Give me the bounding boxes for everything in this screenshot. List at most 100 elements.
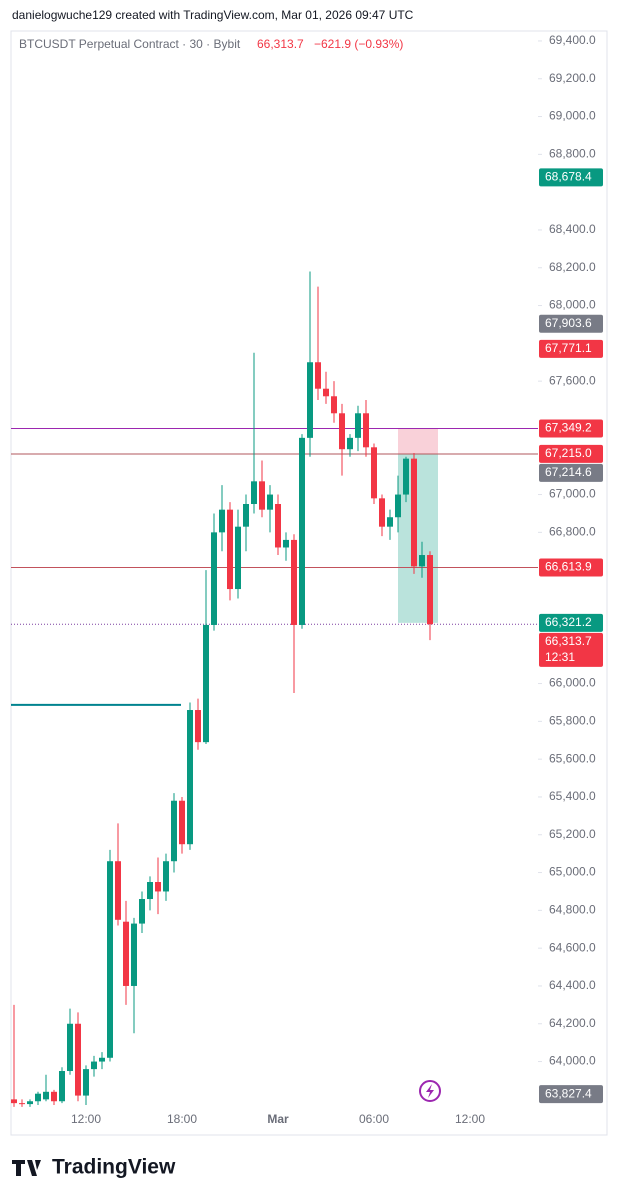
candle-body	[67, 1023, 73, 1072]
candle-body	[307, 362, 313, 438]
candle-body	[379, 498, 385, 527]
y-tick-label: 64,200.0	[549, 1016, 596, 1030]
candle-body	[419, 555, 425, 567]
candle-body	[291, 539, 297, 625]
logo-text: TradingView	[52, 1156, 176, 1179]
y-tick-label: 65,600.0	[549, 751, 596, 765]
header: danielogwuche129 created with TradingVie…	[12, 8, 414, 22]
event-icon[interactable]	[419, 1080, 441, 1102]
y-tick-label: 68,000.0	[549, 298, 596, 312]
candle-body	[259, 481, 265, 510]
price-label: 67,215.0	[545, 446, 592, 460]
candle-body	[91, 1061, 97, 1070]
y-tick-label: 68,400.0	[549, 222, 596, 236]
candle-body	[371, 447, 377, 499]
price-label-box	[539, 419, 603, 438]
y-tick-label: 69,400.0	[549, 33, 596, 47]
candle-body	[275, 504, 281, 548]
y-tick-label: 64,800.0	[549, 903, 596, 917]
candle-body	[99, 1057, 105, 1062]
x-tick-label: 12:00	[455, 1112, 485, 1126]
legend-change: −621.9 (−0.93%)	[314, 37, 403, 51]
y-tick-label: 69,200.0	[549, 71, 596, 85]
candle-body	[179, 800, 185, 845]
price-label: 67,771.1	[545, 341, 592, 355]
position-stop	[398, 428, 438, 454]
candle-body	[235, 526, 241, 590]
candle-body	[187, 710, 193, 845]
price-label-box	[539, 613, 603, 632]
price-label: 68,678.4	[545, 170, 592, 184]
price-label: 67,349.2	[545, 421, 592, 435]
x-tick-label: 18:00	[167, 1112, 197, 1126]
price-label: 66,313.7	[545, 634, 592, 648]
y-tick-label: 65,200.0	[549, 827, 596, 841]
price-label-box	[539, 1085, 603, 1104]
candle-body	[139, 899, 145, 924]
candle-body	[243, 504, 249, 527]
price-label-box	[539, 444, 603, 463]
price-label-box	[539, 558, 603, 577]
price-label: 66,613.9	[545, 560, 592, 574]
x-tick-label: Mar	[267, 1112, 289, 1126]
x-tick-label: 12:00	[71, 1112, 101, 1126]
y-tick-label: 64,000.0	[549, 1054, 596, 1068]
candle-body	[11, 1099, 17, 1104]
price-label-box	[539, 632, 603, 667]
candle-body	[147, 882, 153, 900]
candle-body	[19, 1103, 25, 1105]
x-tick-label: 06:00	[359, 1112, 389, 1126]
y-tick-label: 66,000.0	[549, 676, 596, 690]
candle-body	[427, 555, 433, 625]
legend-price: 66,313.7	[257, 37, 304, 51]
candle-body	[339, 413, 345, 450]
candle-body	[267, 494, 273, 510]
candle-body	[331, 396, 337, 414]
y-tick-label: 65,400.0	[549, 789, 596, 803]
y-tick-label: 69,000.0	[549, 109, 596, 123]
price-label-box	[539, 168, 603, 187]
y-tick-label: 65,800.0	[549, 714, 596, 728]
price-countdown: 12:31	[545, 650, 575, 664]
candle-body	[155, 882, 161, 892]
candle-body	[395, 494, 401, 518]
candle-body	[107, 861, 113, 1058]
candle-body	[123, 921, 129, 986]
candle-body	[211, 532, 217, 625]
y-tick-label: 67,600.0	[549, 373, 596, 387]
candle-body	[347, 437, 353, 450]
price-label: 66,321.2	[545, 615, 592, 629]
logo-icon	[12, 1160, 41, 1176]
price-label: 67,214.6	[545, 465, 592, 479]
candle-body	[251, 481, 257, 505]
candle-body	[411, 458, 417, 567]
y-tick-label: 65,000.0	[549, 865, 596, 879]
candle-body	[163, 861, 169, 892]
candle-body	[59, 1071, 65, 1102]
price-label-box	[539, 339, 603, 358]
event-bolt	[426, 1084, 434, 1098]
candle-body	[323, 388, 329, 397]
candle-body	[51, 1091, 57, 1102]
legend-symbol: BTCUSDT Perpetual Contract · 30 · Bybit	[19, 37, 241, 51]
candle-body	[387, 517, 393, 527]
candle-body	[83, 1069, 89, 1096]
y-tick-label: 64,400.0	[549, 978, 596, 992]
chart-frame	[10, 30, 608, 1136]
candle-body	[219, 509, 225, 533]
price-label-box	[539, 314, 603, 333]
candle-body	[363, 413, 369, 448]
price-label: 63,827.4	[545, 1086, 592, 1100]
candle-body	[35, 1093, 41, 1102]
candle-body	[195, 710, 201, 743]
candle-body	[27, 1101, 33, 1105]
y-tick-label: 68,800.0	[549, 147, 596, 161]
candle-body	[75, 1023, 81, 1096]
price-label-box	[539, 463, 603, 482]
candle-body	[227, 509, 233, 590]
candle-body	[403, 458, 409, 495]
candle-body	[43, 1091, 49, 1100]
candle-body	[203, 624, 209, 743]
candle-body	[355, 413, 361, 438]
candle-body	[131, 923, 137, 986]
